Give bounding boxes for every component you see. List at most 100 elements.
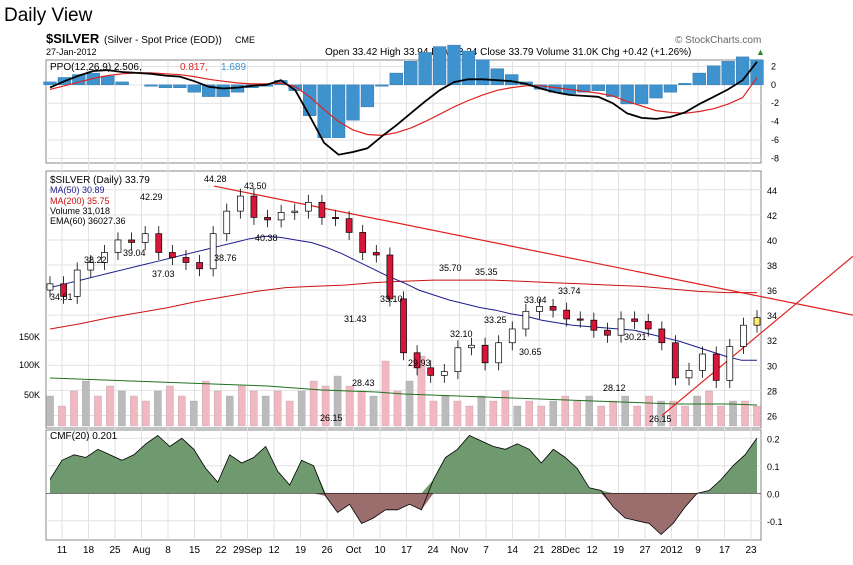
volume-bar: [94, 395, 102, 427]
price-candle: [345, 218, 353, 233]
price-tick-label: 40: [767, 236, 777, 246]
x-axis-label: Aug: [133, 545, 151, 556]
price-candle: [60, 283, 67, 297]
price-annotation: 38.22: [84, 255, 107, 265]
ppo-histogram-bar: [418, 52, 432, 86]
price-candle: [644, 321, 652, 330]
ppo-histogram-bar: [404, 61, 418, 86]
x-axis-label: 21: [533, 545, 545, 556]
volume-bar: [441, 395, 450, 427]
price-candle: [495, 342, 503, 364]
cmf-positive-area: [50, 435, 757, 494]
volume-bar: [633, 405, 641, 427]
price-legend-item: Volume 31,018: [50, 206, 110, 216]
ppo-tick-label: -4: [771, 117, 779, 127]
price-tick-label: 28: [767, 386, 777, 396]
price-candle: [182, 257, 190, 263]
price-candle: [753, 317, 761, 326]
volume-bar: [705, 390, 713, 427]
volume-bar: [741, 400, 749, 427]
price-candle: [46, 283, 54, 291]
cmf-tick-label: -0.1: [767, 517, 783, 527]
price-annotation: 42.29: [140, 192, 163, 202]
price-annotation: 37.03: [152, 269, 175, 279]
volume-bar: [70, 390, 78, 427]
volume-bar: [46, 395, 54, 427]
ppo-histogram-bar: [360, 84, 375, 108]
volume-bar: [717, 405, 725, 427]
volume-bar: [573, 400, 582, 427]
x-axis-label: 11: [57, 545, 68, 556]
volume-bar: [237, 385, 246, 427]
volume-bar: [369, 395, 378, 427]
volume-bar: [154, 390, 162, 427]
price-annotation: 33.74: [558, 286, 581, 296]
ppo-tick-label: -2: [771, 98, 779, 108]
ppo-histogram-bar: [375, 84, 389, 87]
volume-bar: [82, 380, 90, 427]
price-candle: [250, 195, 258, 218]
volume-bar: [321, 385, 330, 427]
price-candle: [699, 353, 706, 371]
x-axis-label: 2012: [660, 545, 683, 556]
price-annotation: 34.81: [50, 292, 73, 302]
price-annotation: 33.04: [524, 295, 547, 305]
price-annotation: 28.12: [603, 383, 626, 393]
volume-bar: [669, 400, 677, 427]
quote-line: Open 33.42 High 33.94 Low 33.24 Close 33…: [325, 47, 691, 58]
price-tick-label: 38: [767, 261, 777, 271]
price-annotation: 44.28: [204, 174, 227, 184]
volume-bar: [285, 400, 294, 427]
ppo-legend-text: PPO(12,26,9) 2.506,: [50, 62, 142, 73]
x-axis-label: Nov: [451, 545, 469, 556]
volume-bar: [597, 405, 605, 427]
up-triangle-icon: ▲: [756, 47, 765, 57]
ppo-hist-value: 1.689: [221, 62, 246, 73]
chart-date: 27-Jan-2012: [46, 47, 97, 57]
price-candle: [413, 352, 421, 369]
price-annotation: 30.65: [519, 347, 542, 357]
volume-bar: [609, 400, 617, 427]
symbol-description: (Silver - Spot Price (EOD)): [104, 35, 222, 46]
price-candle: [536, 306, 543, 312]
volume-bar: [477, 395, 486, 427]
volume-bar: [501, 390, 510, 427]
price-candle: [508, 328, 516, 344]
ppo-histogram-bar: [721, 61, 735, 86]
price-annotation: 29.93: [408, 358, 431, 368]
price-annotation: 38.76: [214, 253, 237, 263]
price-candle: [277, 212, 285, 221]
x-axis-label: 25: [109, 545, 121, 556]
price-legend-item: MA(200) 35.75: [50, 196, 110, 206]
volume-bar: [345, 385, 354, 427]
price-candle: [685, 369, 693, 379]
ppo-histogram-bar: [331, 84, 346, 139]
volume-bar: [225, 395, 234, 427]
cmf-line: [49, 434, 758, 536]
ppo-histogram-bar: [505, 74, 519, 86]
volume-axis-label-50k: 50K: [24, 390, 40, 400]
volume-bar: [693, 395, 701, 427]
x-axis-label: 19: [613, 545, 625, 556]
ppo-line: [49, 61, 758, 156]
price-candle: [400, 298, 407, 354]
ppo-histogram-bar: [606, 84, 620, 97]
chart-header: $SILVER (Silver - Spot Price (EOD)) CME …: [46, 31, 765, 58]
ppo-histogram-bar: [115, 81, 129, 86]
ppo-histogram-bar: [620, 84, 634, 105]
price-candle: [576, 318, 584, 321]
ppo-histogram-bar: [187, 84, 201, 93]
volume-bar: [178, 395, 186, 427]
ppo-histogram-bar: [173, 84, 187, 88]
volume-bar: [273, 390, 282, 427]
volume-bar: [753, 405, 761, 427]
price-legend-item: MA(50) 30.89: [50, 185, 105, 195]
volume-bar: [405, 380, 414, 427]
ppo-histogram-bar: [591, 84, 605, 91]
price-candle: [87, 262, 95, 271]
volume-bar: [357, 390, 366, 427]
ppo-histogram-bar: [43, 81, 57, 86]
x-axis-label: 24: [427, 545, 439, 556]
price-candle: [658, 328, 666, 344]
ppo-tick-label: -6: [771, 135, 779, 145]
